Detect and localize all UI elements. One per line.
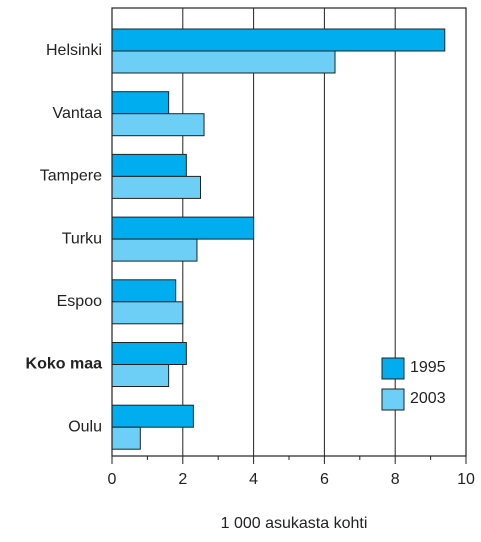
- x-tick-label: 10: [457, 471, 475, 488]
- bar: [111, 153, 187, 177]
- x-tick-label: 2: [178, 471, 187, 488]
- legend-swatch: [381, 388, 405, 411]
- bar: [111, 113, 205, 137]
- x-axis-label: 1 000 asukasta kohti: [221, 515, 368, 532]
- y-tick-label: Tampere: [40, 168, 102, 185]
- bar: [111, 426, 141, 450]
- bar: [111, 279, 177, 303]
- bar: [111, 238, 198, 262]
- plot-frame: [111, 7, 467, 457]
- y-tick-label: Helsinki: [46, 42, 102, 59]
- x-tick-label: 8: [391, 471, 400, 488]
- x-tick-label: 0: [108, 471, 117, 488]
- bar: [111, 342, 187, 365]
- y-tick-label: Espoo: [57, 293, 102, 310]
- y-tick-label: Oulu: [68, 418, 102, 435]
- bar: [111, 404, 194, 428]
- bar: [111, 301, 184, 325]
- bar: [111, 91, 170, 115]
- y-tick-label: Turku: [62, 230, 102, 247]
- legend-label: 2003: [410, 390, 446, 407]
- bar: [111, 364, 170, 387]
- x-tick-label: 6: [320, 471, 329, 488]
- legend-swatch: [381, 357, 405, 380]
- bar: [111, 175, 201, 199]
- y-tick-label: Koko maa: [26, 356, 103, 373]
- bar: [111, 50, 336, 74]
- x-tick-label: 4: [249, 471, 258, 488]
- bar: [111, 216, 255, 240]
- legend-label: 1995: [410, 359, 446, 376]
- y-tick-label: Vantaa: [52, 105, 102, 122]
- bar: [111, 28, 446, 52]
